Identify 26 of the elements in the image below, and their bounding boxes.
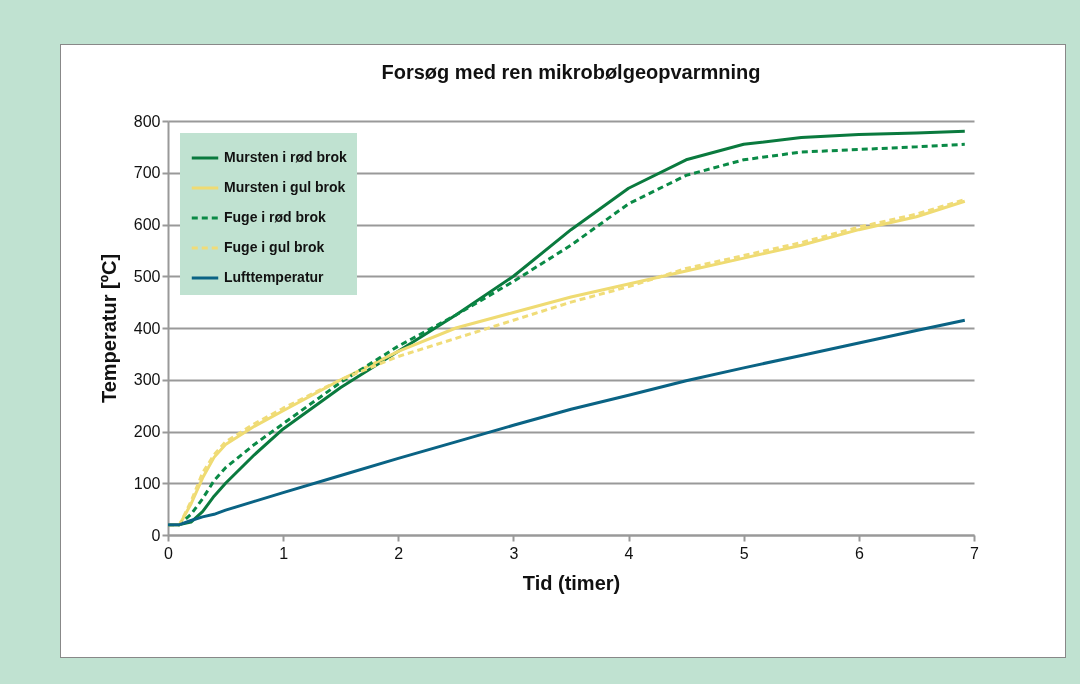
y-tick-label: 0 bbox=[151, 526, 161, 544]
x-tick-label: 2 bbox=[394, 544, 404, 562]
legend-label: Mursten i gul brok bbox=[224, 179, 346, 195]
y-tick-label: 300 bbox=[133, 371, 161, 389]
legend-label: Fuge i rød brok bbox=[224, 209, 327, 225]
legend-label: Mursten i rød brok bbox=[224, 149, 348, 165]
line-series bbox=[166, 318, 967, 527]
y-tick-label: 500 bbox=[133, 267, 161, 285]
chart-title: Forsøg med ren mikrobølgeopvarmning bbox=[381, 61, 761, 83]
y-tick-label: 700 bbox=[133, 164, 161, 182]
y-tick-label: 400 bbox=[133, 319, 161, 337]
legend-label: Fuge i gul brok bbox=[224, 239, 325, 255]
x-tick-label: 1 bbox=[279, 544, 289, 562]
y-tick-label: 200 bbox=[133, 423, 161, 440]
x-tick-label: 4 bbox=[624, 544, 634, 562]
x-axis-title: Tid (timer) bbox=[522, 571, 621, 594]
y-tick-label: 800 bbox=[133, 112, 161, 130]
y-tick-label: 600 bbox=[133, 216, 161, 233]
x-tick-label: 7 bbox=[970, 544, 980, 562]
x-tick-label: 3 bbox=[509, 544, 519, 562]
x-tick-label: 0 bbox=[164, 544, 174, 562]
x-tick-label: 5 bbox=[739, 544, 749, 562]
y-axis-title: Temperatur [ºC] bbox=[97, 253, 120, 404]
x-tick-label: 6 bbox=[854, 544, 864, 562]
legend-label: Lufttemperatur bbox=[224, 269, 325, 285]
y-tick-label: 100 bbox=[133, 474, 161, 492]
